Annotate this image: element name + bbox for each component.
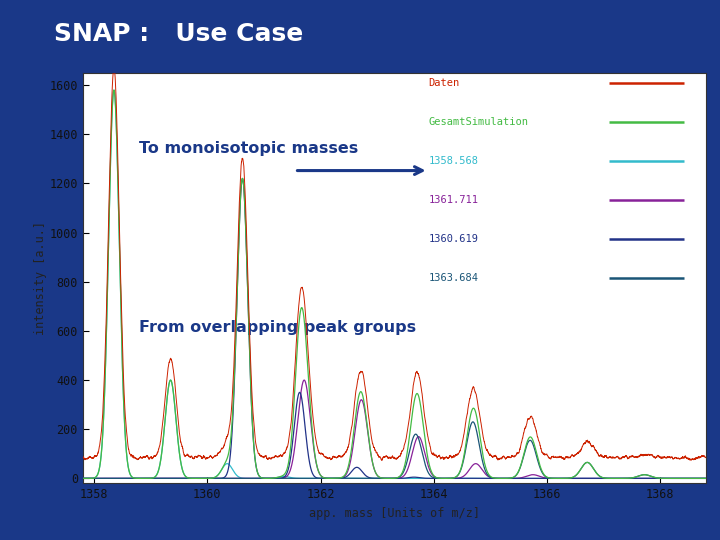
Text: 1361.711: 1361.711 [428,195,479,205]
Text: Daten: Daten [428,78,459,88]
Text: 1358.568: 1358.568 [428,156,479,166]
Text: GesamtSimulation: GesamtSimulation [428,117,528,127]
X-axis label: app. mass [Units of m/z]: app. mass [Units of m/z] [309,507,480,519]
Y-axis label: intensity [a.u.]: intensity [a.u.] [34,221,47,335]
Text: 1360.619: 1360.619 [428,234,479,244]
Text: SNAP :   Use Case: SNAP : Use Case [54,22,303,46]
Text: From overlapping peak groups: From overlapping peak groups [139,320,416,335]
Text: 1363.684: 1363.684 [428,273,479,283]
Text: To monoisotopic masses: To monoisotopic masses [139,141,358,156]
